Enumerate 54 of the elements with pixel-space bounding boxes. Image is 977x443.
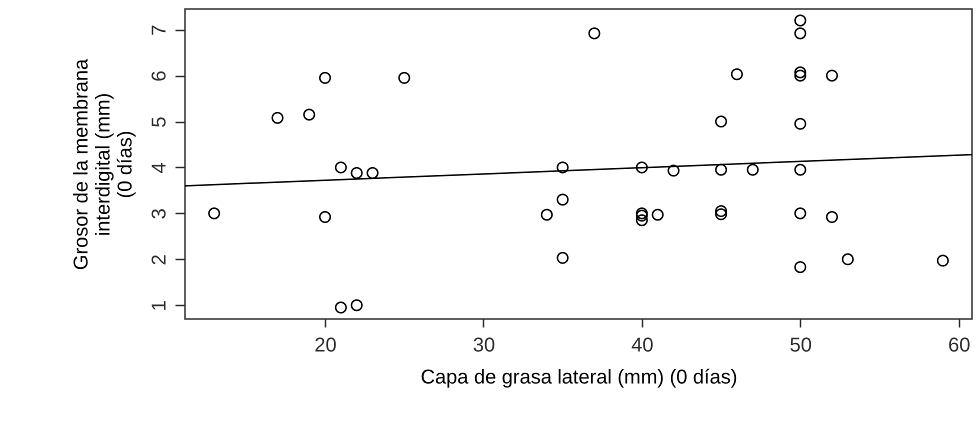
point bbox=[350, 166, 363, 179]
point bbox=[588, 27, 600, 40]
point bbox=[636, 210, 648, 222]
point bbox=[826, 70, 838, 82]
point bbox=[794, 261, 806, 274]
x-tick-label: 60 bbox=[948, 334, 970, 356]
point bbox=[208, 207, 220, 220]
y-tick-label: 3 bbox=[148, 208, 170, 220]
point bbox=[746, 164, 759, 176]
point bbox=[556, 194, 569, 206]
x-axis-title: Capa de grasa lateral (mm) (0 días) bbox=[420, 366, 738, 388]
y-tick-label: 5 bbox=[148, 116, 170, 128]
point bbox=[366, 166, 379, 179]
point bbox=[715, 116, 728, 128]
y-tick-label: 4 bbox=[148, 162, 170, 174]
point bbox=[826, 211, 838, 224]
point bbox=[794, 70, 806, 82]
point bbox=[794, 118, 806, 130]
y-axis-title: Grosor de la membrana interdigital (mm) (0 días) bbox=[70, 58, 136, 270]
point bbox=[350, 299, 363, 312]
point bbox=[398, 72, 410, 84]
y-tick-label: 7 bbox=[148, 24, 170, 36]
point bbox=[636, 161, 648, 174]
y-tick-label: 6 bbox=[148, 70, 170, 82]
point bbox=[936, 254, 949, 267]
point bbox=[842, 253, 854, 266]
y-tick-label: 2 bbox=[148, 254, 170, 266]
x-tick-label: 50 bbox=[790, 334, 812, 356]
point bbox=[794, 27, 806, 40]
x-tick-label: 40 bbox=[631, 334, 654, 356]
point bbox=[319, 72, 332, 84]
point bbox=[303, 108, 316, 121]
point bbox=[668, 164, 680, 177]
point bbox=[794, 164, 806, 176]
point bbox=[715, 205, 728, 218]
y-tick-label: 1 bbox=[148, 300, 170, 312]
point bbox=[272, 112, 284, 124]
x-tick-label: 20 bbox=[314, 334, 337, 356]
point bbox=[715, 208, 728, 220]
point bbox=[715, 164, 728, 176]
point bbox=[334, 302, 347, 314]
point bbox=[556, 252, 569, 264]
point bbox=[794, 207, 806, 220]
point bbox=[556, 161, 569, 174]
point bbox=[636, 207, 648, 220]
point bbox=[319, 211, 332, 224]
point bbox=[794, 66, 806, 78]
x-tick-label: 30 bbox=[472, 334, 496, 356]
point bbox=[730, 68, 743, 80]
point bbox=[334, 161, 347, 174]
point bbox=[652, 208, 664, 221]
point bbox=[540, 208, 553, 221]
point bbox=[636, 214, 648, 226]
point bbox=[794, 14, 806, 26]
